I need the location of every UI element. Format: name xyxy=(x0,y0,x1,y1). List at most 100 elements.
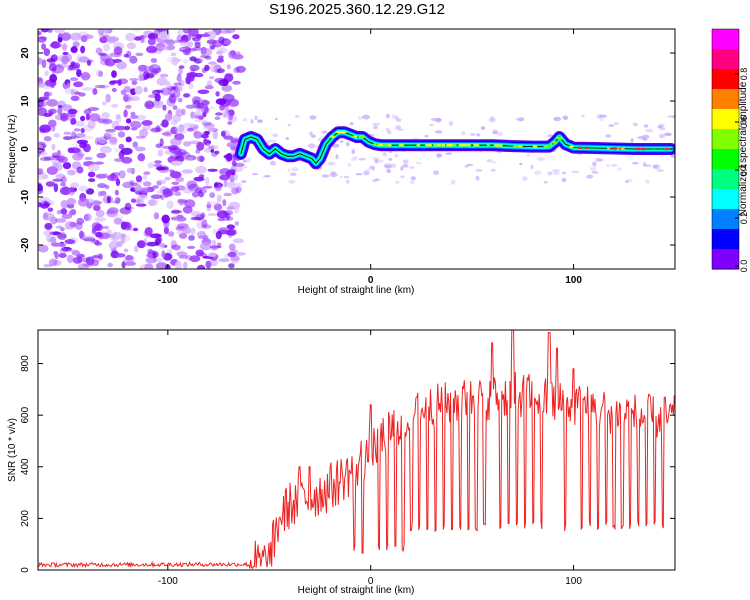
noise-blob xyxy=(199,55,205,63)
noise-blob xyxy=(137,153,146,162)
noise-blob xyxy=(84,156,93,161)
noise-blob xyxy=(47,237,52,243)
noise-blob xyxy=(111,248,117,257)
noise-blob xyxy=(91,259,100,267)
noise-blob xyxy=(47,207,54,212)
noise-blob xyxy=(182,29,192,34)
snr-panel: -100 0 100 0 200 400 600 800 Height of straight… xyxy=(7,329,676,596)
noise-blob xyxy=(153,212,160,220)
noise-blob xyxy=(70,135,80,139)
noise-blob xyxy=(223,192,232,197)
y-tick-label: -20 xyxy=(20,237,31,252)
noise-blob xyxy=(97,29,104,36)
noise-blob xyxy=(151,127,163,132)
colorbar-segment xyxy=(712,69,739,90)
noise-blob xyxy=(72,256,82,264)
noise-blob xyxy=(178,124,185,133)
ridge-hotspot xyxy=(416,144,421,147)
noise-blob xyxy=(185,104,196,109)
noise-blob xyxy=(225,153,233,162)
ridge-speckle xyxy=(488,117,496,123)
noise-blob xyxy=(204,85,214,90)
noise-blob xyxy=(218,36,225,44)
noise-blob xyxy=(91,255,101,259)
noise-blob xyxy=(232,80,241,85)
noise-blob xyxy=(210,245,218,251)
noise-blob xyxy=(57,107,63,115)
noise-blob xyxy=(76,217,84,225)
noise-blob xyxy=(196,141,205,151)
noise-blob xyxy=(125,261,136,266)
noise-blob xyxy=(218,258,230,263)
noise-blob xyxy=(161,145,171,149)
ridge-speckle xyxy=(386,113,390,119)
ridge-speckle xyxy=(470,133,476,136)
noise-blob xyxy=(182,187,193,194)
noise-blob xyxy=(214,182,218,187)
noise-blob xyxy=(137,194,149,200)
noise-blob xyxy=(171,181,180,185)
noise-blob xyxy=(118,170,126,179)
ridge-speckle xyxy=(402,159,409,164)
noise-blob xyxy=(73,81,84,88)
colorbar-segment xyxy=(712,109,739,130)
noise-blob xyxy=(149,233,162,239)
noise-blob xyxy=(170,52,177,57)
noise-blob xyxy=(111,87,117,93)
noise-blob xyxy=(95,209,105,218)
noise-blob xyxy=(170,126,178,135)
noise-blob xyxy=(74,133,86,139)
noise-blob xyxy=(130,115,139,119)
noise-blob xyxy=(183,141,191,147)
y-tick-label: 200 xyxy=(20,510,31,527)
noise-blob xyxy=(53,29,66,34)
ridge-speckle xyxy=(424,135,429,138)
ridge-speckle xyxy=(327,161,336,166)
noise-blob xyxy=(159,138,164,147)
noise-blob xyxy=(60,32,71,41)
noise-blob xyxy=(177,29,183,37)
snr-plot-area xyxy=(38,330,675,570)
ridge-speckle xyxy=(352,156,358,159)
noise-blob xyxy=(190,216,203,221)
noise-blob xyxy=(222,199,227,207)
noise-blob xyxy=(146,241,158,247)
ridge-speckle xyxy=(374,158,379,164)
noise-blob xyxy=(215,91,220,97)
ridge-speckle xyxy=(436,153,443,158)
noise-blob xyxy=(57,36,63,43)
noise-blob xyxy=(140,187,151,194)
noise-blob xyxy=(235,65,246,73)
noise-blob xyxy=(225,170,232,178)
ridge-speckle xyxy=(530,164,534,170)
noise-blob xyxy=(142,174,148,180)
noise-blob xyxy=(232,238,244,244)
noise-blob xyxy=(142,181,152,187)
noise-blob xyxy=(78,230,84,239)
noise-blob xyxy=(38,30,42,36)
noise-blob xyxy=(118,143,125,150)
noise-blob xyxy=(150,58,158,63)
noise-blob xyxy=(182,206,193,214)
noise-blob xyxy=(157,190,164,194)
ridge-speckle xyxy=(307,143,316,149)
ridge-hotspot xyxy=(606,147,611,150)
noise-blob xyxy=(228,243,236,251)
noise-blob xyxy=(71,250,81,256)
noise-blob xyxy=(183,261,188,269)
noise-blob xyxy=(126,167,134,173)
ridge-speckle xyxy=(373,125,378,130)
noise-blob xyxy=(69,221,78,228)
noise-blob xyxy=(101,118,113,124)
noise-blob xyxy=(60,208,68,215)
noise-blob xyxy=(80,71,91,81)
noise-blob xyxy=(194,41,201,49)
noise-blob xyxy=(202,111,207,118)
ridge-hotspot xyxy=(447,144,453,147)
noise-blob xyxy=(152,64,160,69)
noise-blob xyxy=(114,147,120,153)
noise-blob xyxy=(43,264,53,268)
noise-blob xyxy=(99,31,105,40)
noise-blob xyxy=(197,264,206,269)
ridge-hotspot xyxy=(486,144,490,147)
